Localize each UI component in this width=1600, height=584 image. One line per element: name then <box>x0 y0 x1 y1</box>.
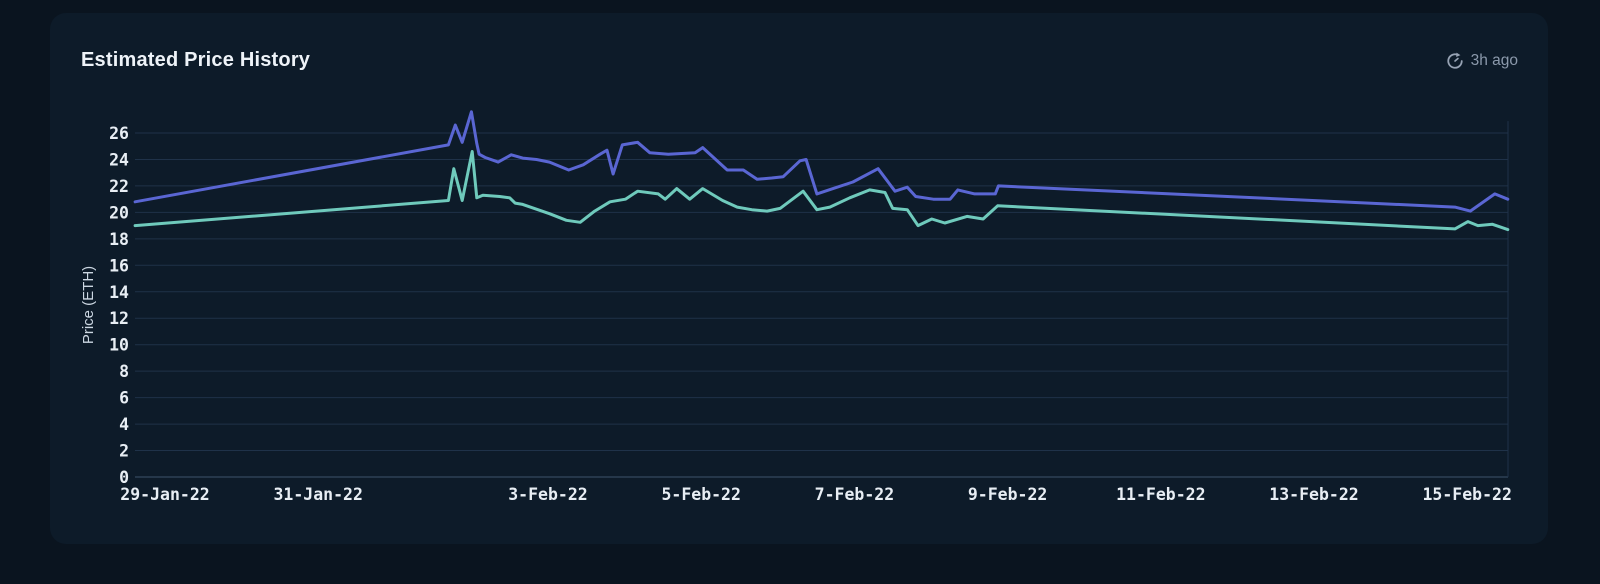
clock-refresh-icon <box>1446 52 1464 70</box>
y-tick-label: 6 <box>119 389 129 408</box>
y-tick-label: 22 <box>109 177 129 196</box>
x-tick-label: 13-Feb-22 <box>1269 485 1358 504</box>
x-tick-label: 3-Feb-22 <box>508 485 587 504</box>
y-tick-label: 2 <box>119 442 129 461</box>
y-axis-title: Price (ETH) <box>80 266 97 344</box>
y-tick-label: 20 <box>109 203 129 222</box>
price-line-blue <box>133 110 1510 213</box>
x-tick-label: 5-Feb-22 <box>661 485 740 504</box>
price-history-card: 0 2 4 6 8 10 12 14 16 18 20 22 24 26 29-Jan-22 31-Jan-2… <box>50 13 1548 544</box>
y-tick-label: 10 <box>109 336 129 355</box>
x-tick-label: 9-Feb-22 <box>968 485 1047 504</box>
x-tick-label: 7-Feb-22 <box>815 485 894 504</box>
y-tick-label: 24 <box>109 150 129 169</box>
y-tick-label: 4 <box>119 415 129 434</box>
y-tick-label: 8 <box>119 362 129 381</box>
y-tick-label: 0 <box>119 468 129 487</box>
y-tick-label: 14 <box>109 283 129 302</box>
y-tick-label: 12 <box>109 309 129 328</box>
x-tick-label: 11-Feb-22 <box>1116 485 1205 504</box>
last-updated-label: 3h ago <box>1470 52 1518 69</box>
price-line-teal <box>133 150 1510 232</box>
x-tick-label: 15-Feb-22 <box>1422 485 1511 504</box>
chart-title: Estimated Price History <box>81 49 311 71</box>
refresh-control[interactable]: 3h ago <box>1446 52 1518 70</box>
y-tick-label: 26 <box>109 124 129 143</box>
x-tick-label: 29-Jan-22 <box>120 485 209 504</box>
y-tick-label: 18 <box>109 230 129 249</box>
y-tick-label: 16 <box>109 256 129 275</box>
x-tick-label: 31-Jan-22 <box>273 485 362 504</box>
